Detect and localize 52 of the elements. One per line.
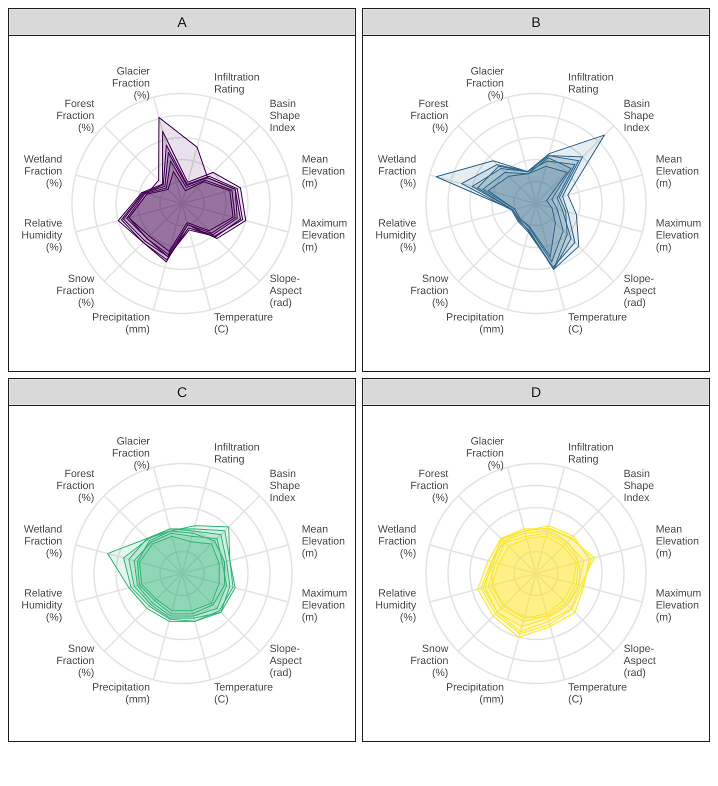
spoke-label: Basin Shape Index [624,468,654,504]
spoke-label: Temperature (C) [568,681,628,706]
spoke-label: Wetland Fraction (%) [378,153,416,190]
spoke-label: Maximum Elevation (m) [656,217,702,254]
spoke-label: Temperature (C) [568,311,628,336]
spoke-label: Basin Shape Index [624,98,654,134]
spoke-label: Slope- Aspect (rad) [270,642,302,679]
spoke-label: Basin Shape Index [270,468,300,504]
spoke-label: Mean Elevation (m) [656,523,700,560]
spoke-label: Forest Fraction (%) [56,98,94,134]
spoke-label: Infiltration Rating [214,72,260,96]
spoke-label: Infiltration Rating [568,72,614,96]
spoke-label: Forest Fraction (%) [56,468,94,504]
spoke-label: Relative Humidity (%) [375,587,417,624]
spoke-label: Snow Fraction (%) [56,642,95,679]
spoke-label: Basin Shape Index [270,98,300,134]
chart-title: A [9,9,355,36]
spoke-label: Slope- Aspect (rad) [270,272,302,309]
spoke-label: Maximum Elevation (m) [302,587,348,624]
spoke-label: Glacier Fraction (%) [466,436,504,472]
spoke-label: Precipitation (mm) [92,681,150,706]
spoke-label: Forest Fraction (%) [410,98,448,134]
spoke-label: Relative Humidity (%) [21,587,63,624]
spoke-label: Snow Fraction (%) [410,642,449,679]
spoke-label: Mean Elevation (m) [302,153,346,190]
spoke-label: Forest Fraction (%) [410,468,448,504]
spoke-label: Wetland Fraction (%) [378,523,416,560]
spoke-label: Precipitation (mm) [92,311,150,336]
chart-title: B [363,9,709,36]
chart-title: C [9,379,355,406]
spoke-label: Mean Elevation (m) [656,153,700,190]
spoke-label: Temperature (C) [214,311,274,336]
spoke-label: Temperature (C) [214,681,274,706]
spoke-label: Wetland Fraction (%) [24,523,62,560]
spoke-label: Slope- Aspect (rad) [624,272,656,309]
spoke-label: Precipitation (mm) [446,681,504,706]
spoke-label: Snow Fraction (%) [56,272,95,309]
spoke-label: Infiltration Rating [568,442,614,466]
spoke-label: Slope- Aspect (rad) [624,642,656,679]
spoke-label: Glacier Fraction (%) [112,436,150,472]
spoke-label: Glacier Fraction (%) [112,66,150,102]
chart-title: D [363,379,709,406]
spoke-label: Precipitation (mm) [446,311,504,336]
spoke-label: Snow Fraction (%) [410,272,449,309]
spoke-label: Mean Elevation (m) [302,523,346,560]
spoke-label: Relative Humidity (%) [375,217,417,254]
spoke-label: Wetland Fraction (%) [24,153,62,190]
spoke-label: Glacier Fraction (%) [466,66,504,102]
spoke-label: Maximum Elevation (m) [302,217,348,254]
spoke-label: Relative Humidity (%) [21,217,63,254]
spoke-label: Maximum Elevation (m) [656,587,702,624]
spoke-label: Infiltration Rating [214,442,260,466]
